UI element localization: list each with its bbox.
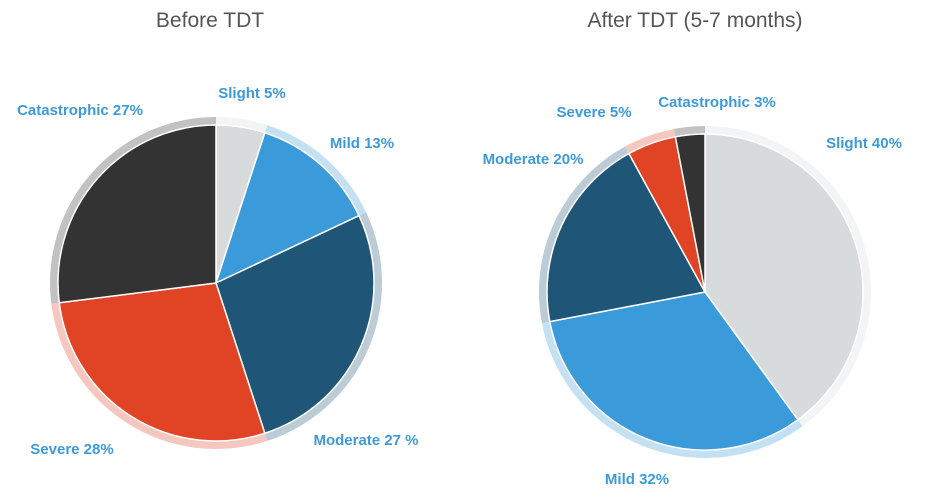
slice-label-severe: Severe 5%: [556, 104, 631, 121]
pie-slice-catastrophic: [57, 124, 217, 304]
pie-slice-mild: [215, 131, 360, 284]
chart-after: After TDT (5-7 months) Slight 40% Mild 32…: [483, 9, 902, 488]
pie-slice-mild: [549, 291, 799, 451]
chart-before: Before TDT Slight 5% Mild 13% Moderate 27 …: [17, 9, 418, 458]
slice-label-catastrophic: Catastrophic 3%: [658, 94, 776, 111]
slice-label-catastrophic: Catastrophic 27%: [17, 102, 143, 119]
slice-label-mild: Mild 32%: [605, 471, 669, 488]
pie-slice-severe: [58, 282, 266, 442]
slice-label-mild: Mild 13%: [330, 135, 394, 152]
slice-label-severe: Severe 28%: [30, 441, 113, 458]
slice-label-moderate: Moderate 27 %: [313, 432, 418, 449]
pie-slice-moderate: [546, 152, 706, 323]
chart-title-before: Before TDT: [156, 9, 264, 32]
pie-slice-slight: [704, 133, 864, 421]
slice-label-slight: Slight 5%: [218, 85, 286, 102]
pie-slice-moderate: [215, 214, 375, 435]
chart-title-after: After TDT (5-7 months): [587, 9, 802, 32]
slice-label-slight: Slight 40%: [826, 135, 902, 152]
pie-slice-catastrophic: [674, 133, 706, 293]
slice-label-moderate: Moderate 20%: [483, 151, 584, 168]
